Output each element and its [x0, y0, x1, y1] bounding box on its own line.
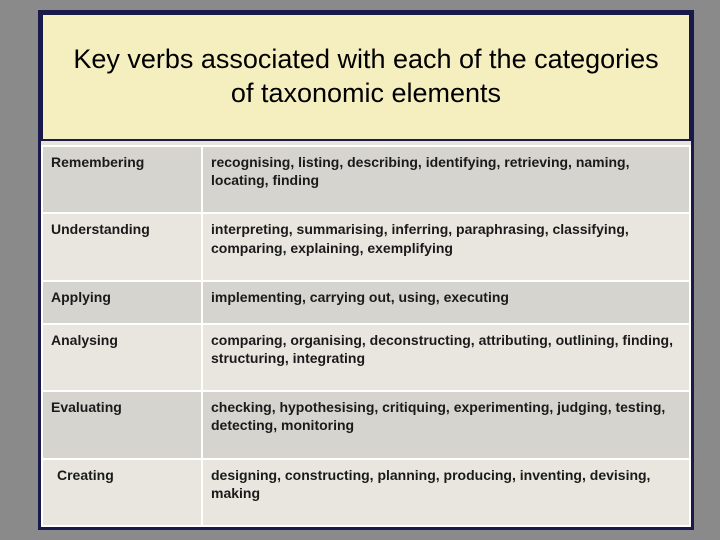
- verbs-cell: checking, hypothesising, critiquing, exp…: [202, 391, 690, 458]
- table-row: Creating designing, constructing, planni…: [42, 459, 690, 526]
- verbs-cell: implementing, carrying out, using, execu…: [202, 281, 690, 324]
- category-cell: Analysing: [42, 324, 202, 391]
- category-cell: Remembering: [42, 146, 202, 213]
- table-row: Remembering recognising, listing, descri…: [42, 146, 690, 213]
- verbs-cell: designing, constructing, planning, produ…: [202, 459, 690, 526]
- slide-title: Key verbs associated with each of the ca…: [67, 43, 665, 111]
- slide: Key verbs associated with each of the ca…: [38, 10, 694, 530]
- category-cell: Applying: [42, 281, 202, 324]
- category-cell: Understanding: [42, 213, 202, 280]
- table-row: Evaluating checking, hypothesising, crit…: [42, 391, 690, 458]
- table-row: Understanding interpreting, summarising,…: [42, 213, 690, 280]
- verbs-cell: recognising, listing, describing, identi…: [202, 146, 690, 213]
- verbs-table: Remembering recognising, listing, descri…: [41, 145, 691, 527]
- category-cell: Evaluating: [42, 391, 202, 458]
- table: Remembering recognising, listing, descri…: [41, 145, 691, 527]
- table-row: Analysing comparing, organising, deconst…: [42, 324, 690, 391]
- verbs-cell: interpreting, summarising, inferring, pa…: [202, 213, 690, 280]
- verbs-cell: comparing, organising, deconstructing, a…: [202, 324, 690, 391]
- category-cell: Creating: [42, 459, 202, 526]
- table-row: Applying implementing, carrying out, usi…: [42, 281, 690, 324]
- title-box: Key verbs associated with each of the ca…: [41, 13, 691, 141]
